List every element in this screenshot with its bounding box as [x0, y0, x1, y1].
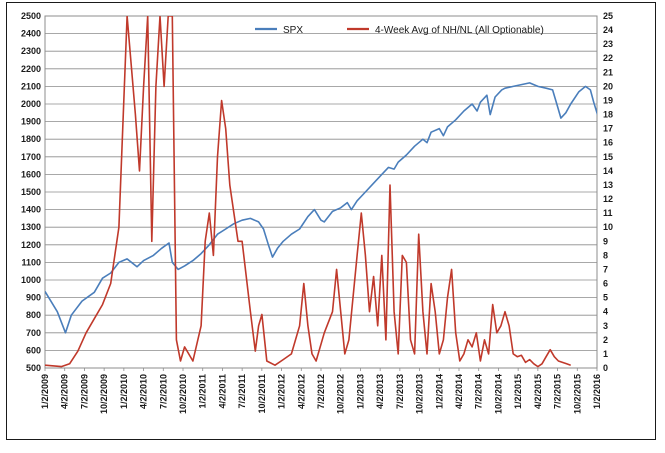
x-tick-label: 7/2/2013	[395, 374, 405, 409]
x-tick-label: 1/2/2016	[592, 374, 602, 409]
nhnl-line	[45, 16, 571, 368]
x-tick-label: 10/2/2013	[415, 374, 425, 414]
x-tick-label: 4/2/2010	[139, 374, 149, 409]
left-tick-label: 1900	[21, 117, 41, 127]
left-tick-label: 2300	[21, 46, 41, 56]
right-tick-label: 18	[603, 110, 613, 120]
left-tick-label: 1500	[21, 187, 41, 197]
right-tick-label: 11	[603, 208, 613, 218]
right-axis-tick-labels: 0123456789101112131415161718192021222324…	[603, 11, 613, 373]
series-lines	[45, 16, 597, 368]
x-tick-label: 10/2/2012	[336, 374, 346, 414]
gridlines	[44, 15, 598, 371]
x-tick-label: 1/2/2011	[198, 374, 208, 409]
x-tick-label: 1/2/2015	[513, 374, 523, 409]
x-tick-label: 7/2/2014	[474, 374, 484, 409]
right-tick-label: 8	[603, 250, 608, 260]
left-tick-label: 600	[26, 345, 41, 355]
x-tick-label: 10/2/2010	[178, 374, 188, 414]
right-tick-label: 10	[603, 222, 613, 232]
x-tick-label: 7/2/2015	[553, 374, 563, 409]
legend: SPX 4-Week Avg of NH/NL (All Optionable)	[255, 25, 544, 36]
right-tick-label: 0	[603, 363, 608, 373]
dual-axis-line-chart: 5006007008009001000110012001300140015001…	[21, 11, 613, 414]
x-tick-label: 1/2/2009	[40, 374, 50, 409]
right-tick-label: 3	[603, 321, 608, 331]
legend-label-nhnl: 4-Week Avg of NH/NL (All Optionable)	[375, 25, 544, 36]
right-tick-label: 22	[603, 53, 613, 63]
right-tick-label: 21	[603, 67, 613, 77]
left-tick-label: 2500	[21, 11, 41, 21]
right-tick-label: 17	[603, 124, 613, 134]
left-tick-label: 2000	[21, 99, 41, 109]
x-tick-label: 7/2/2010	[158, 374, 168, 409]
left-tick-label: 1100	[21, 257, 41, 267]
x-axis-tick-labels: 1/2/2009 4/2/2009 7/2/2009 10/2/2009 1/2/201…	[40, 374, 602, 414]
x-tick-label: 4/2/2014	[454, 374, 464, 409]
left-tick-label: 1700	[21, 152, 41, 162]
right-tick-label: 16	[603, 138, 613, 148]
right-tick-label: 6	[603, 279, 608, 289]
left-tick-label: 700	[26, 328, 41, 338]
x-tick-label: 10/2/2011	[257, 374, 267, 414]
right-tick-label: 4	[603, 307, 608, 317]
left-tick-label: 2400	[21, 29, 41, 39]
left-tick-label: 1800	[21, 134, 41, 144]
x-tick-label: 10/2/2009	[99, 374, 109, 414]
left-tick-label: 1400	[21, 205, 41, 215]
right-tick-label: 1	[603, 349, 608, 359]
right-tick-label: 19	[603, 95, 613, 105]
left-tick-label: 500	[26, 363, 41, 373]
spx-line	[45, 82, 597, 334]
left-tick-label: 900	[26, 293, 41, 303]
x-tick-label: 1/2/2012	[277, 374, 287, 409]
right-tick-label: 15	[603, 152, 613, 162]
left-tick-label: 1200	[21, 240, 41, 250]
x-tick-label: 7/2/2009	[79, 374, 89, 409]
right-tick-label: 9	[603, 236, 608, 246]
left-axis-tick-labels: 500 600 700 800 900 1000 1100 1200 1300 1400 1500 1…	[21, 11, 41, 373]
left-tick-label: 2200	[21, 64, 41, 74]
right-tick-label: 24	[603, 25, 613, 35]
right-tick-label: 25	[603, 11, 613, 21]
right-tick-label: 14	[603, 166, 613, 176]
x-tick-label: 1/2/2013	[355, 374, 365, 409]
x-tick-label: 7/2/2012	[316, 374, 326, 409]
x-tick-label: 10/2/2014	[493, 374, 503, 414]
right-tick-label: 23	[603, 39, 613, 49]
x-tick-label: 4/2/2012	[296, 374, 306, 409]
left-tick-label: 2100	[21, 81, 41, 91]
x-tick-label: 4/2/2015	[533, 374, 543, 409]
chart-frame: 500 600 700 800 900 1000 1100 1200 1300 1400 1500 1…	[6, 2, 656, 440]
x-tick-label: 4/2/2011	[217, 374, 227, 409]
right-tick-label: 20	[603, 81, 613, 91]
x-tick-label: 1/2/2010	[119, 374, 129, 409]
x-tick-label: 4/2/2009	[60, 374, 70, 409]
right-tick-label: 12	[603, 194, 613, 204]
x-tick-label: 4/2/2013	[375, 374, 385, 409]
x-tick-label: 1/2/2014	[434, 374, 444, 409]
legend-label-spx: SPX	[283, 25, 303, 36]
x-tick-label: 7/2/2011	[237, 374, 247, 409]
right-tick-label: 2	[603, 335, 608, 345]
left-tick-label: 1600	[21, 169, 41, 179]
left-tick-label: 800	[26, 310, 41, 320]
left-tick-label: 1000	[21, 275, 41, 285]
x-tick-label: 10/2/2015	[572, 374, 582, 414]
right-tick-label: 13	[603, 180, 613, 190]
right-tick-label: 7	[603, 264, 608, 274]
left-tick-label: 1300	[21, 222, 41, 232]
right-tick-label: 5	[603, 293, 608, 303]
